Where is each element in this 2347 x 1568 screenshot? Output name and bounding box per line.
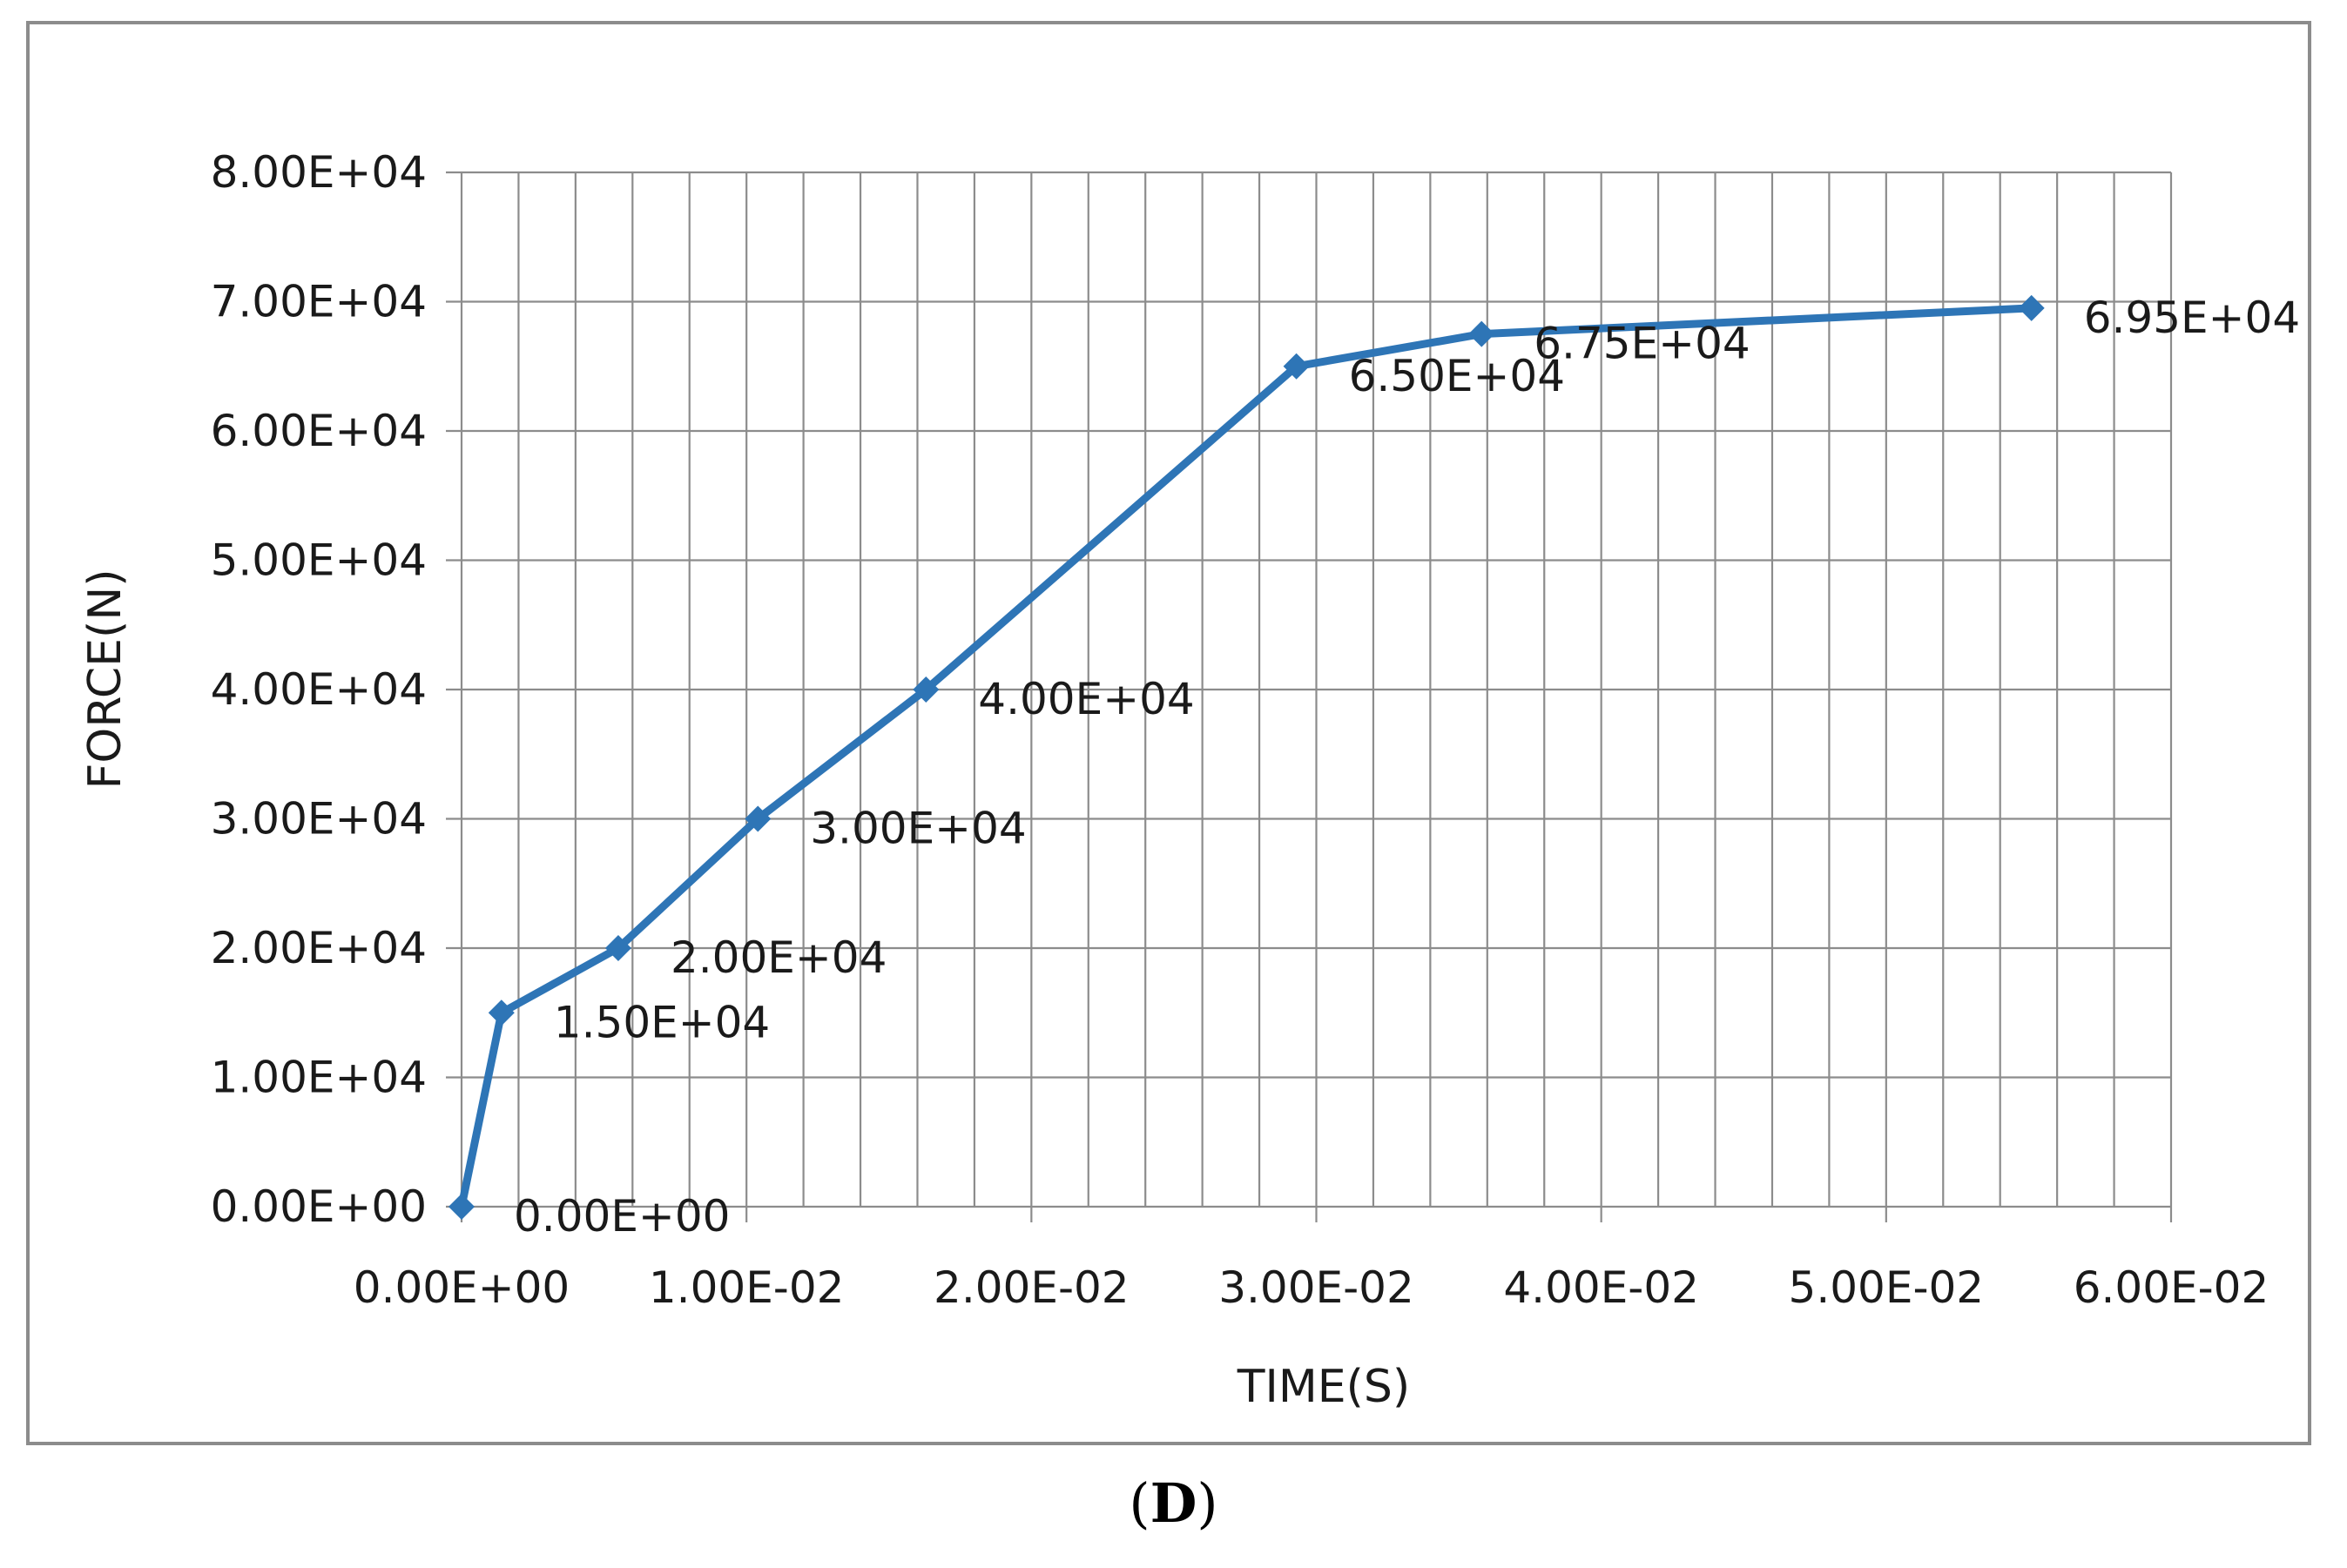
x-tick-label: 6.00E-02 — [2074, 1262, 2269, 1313]
data-point-marker — [448, 1194, 475, 1220]
x-tick-label: 4.00E-02 — [1503, 1262, 1699, 1313]
figure-caption: (D) — [0, 1471, 2347, 1535]
y-tick-label: 7.00E+04 — [211, 277, 427, 327]
caption-letter: D — [1150, 1471, 1197, 1535]
force-time-chart: 0.00E+00 1.00E+04 2.00E+04 3.00E+04 4.00E+04… — [79, 147, 2300, 1413]
axes: 0.00E+00 1.00E+04 2.00E+04 3.00E+04 4.00E+04… — [211, 147, 2269, 1313]
chart-frame — [26, 21, 2311, 1445]
y-tick-label: 3.00E+04 — [211, 794, 427, 845]
data-label: 4.00E+04 — [978, 674, 1194, 724]
x-tick-label: 3.00E-02 — [1218, 1262, 1414, 1313]
y-tick-label: 1.00E+04 — [211, 1053, 427, 1103]
y-tick-label: 2.00E+04 — [211, 923, 427, 973]
caption-open: ( — [1129, 1471, 1150, 1535]
data-point-marker — [488, 999, 515, 1026]
x-tick-label: 5.00E-02 — [1789, 1262, 1985, 1313]
data-point-marker — [1283, 353, 1310, 380]
data-label: 6.75E+04 — [1534, 319, 1750, 369]
data-label: 3.00E+04 — [810, 804, 1026, 854]
data-label: 0.00E+00 — [514, 1191, 730, 1242]
y-tick-label: 5.00E+04 — [211, 535, 427, 586]
grid — [460, 171, 2173, 1208]
data-label: 1.50E+04 — [554, 997, 770, 1047]
x-axis-title: TIME(S) — [1237, 1361, 1410, 1413]
data-label: 6.95E+04 — [2084, 293, 2300, 343]
labels: 0.00E+00 1.50E+04 2.00E+04 3.00E+04 4.00E+04… — [514, 293, 2300, 1242]
data-point-marker — [1468, 320, 1495, 347]
x-tick-label: 0.00E+00 — [354, 1262, 570, 1313]
y-tick-label: 8.00E+04 — [211, 147, 427, 198]
x-tick-label: 2.00E-02 — [934, 1262, 1130, 1313]
y-tick-label: 0.00E+00 — [211, 1181, 427, 1232]
y-tick-label: 6.00E+04 — [211, 406, 427, 456]
caption-close: ) — [1197, 1471, 1218, 1535]
data-label: 2.00E+04 — [671, 932, 887, 983]
x-tick-label: 1.00E-02 — [649, 1262, 845, 1313]
data-label: 6.50E+04 — [1349, 351, 1565, 401]
y-tick-label: 4.00E+04 — [211, 664, 427, 715]
data-point-marker — [2018, 294, 2045, 321]
series-line — [457, 304, 2036, 1211]
data-point-marker — [745, 805, 772, 832]
data-point-marker — [913, 676, 940, 703]
data-point-marker — [604, 935, 631, 961]
y-axis-title: FORCE(N) — [79, 569, 132, 789]
series-layer — [448, 294, 2045, 1220]
